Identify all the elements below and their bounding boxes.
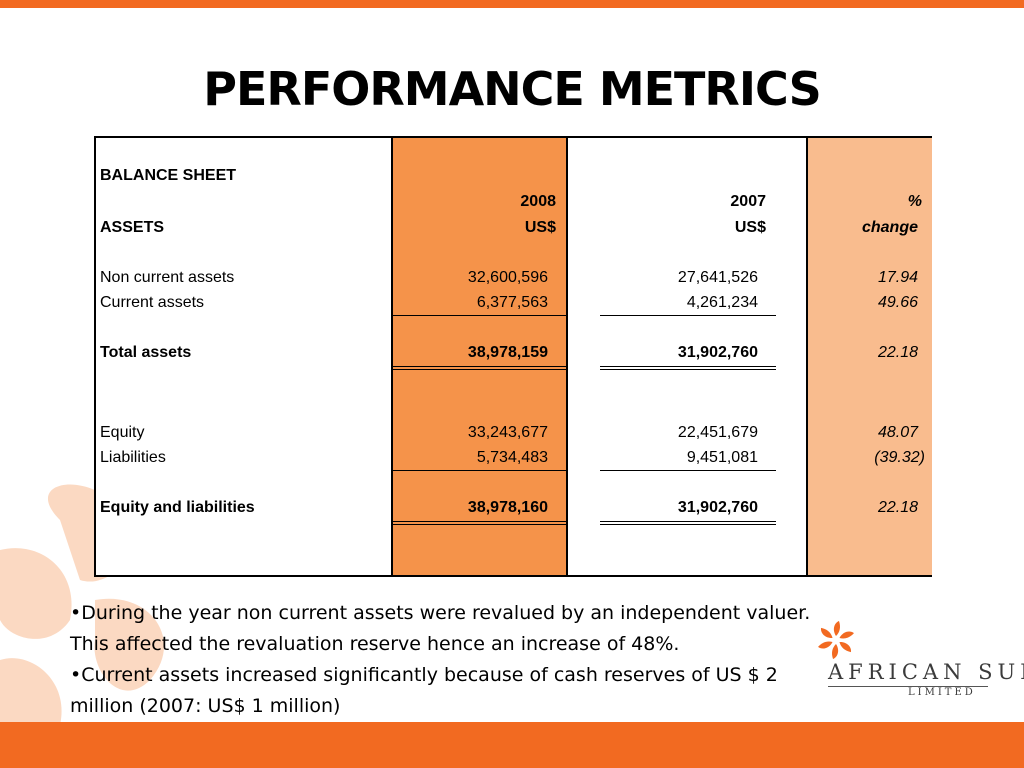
note-line: •Current assets increased significantly … — [70, 664, 778, 686]
row-value-2007: 9,451,081 — [686, 449, 758, 466]
row-value-2008: 38,978,159 — [467, 344, 548, 361]
sun-flower-icon — [818, 621, 854, 659]
row-label-equity-and-liabilities: Equity and liabilities — [100, 499, 255, 516]
column-percent-change — [806, 138, 932, 575]
row-value-2008: 32,600,596 — [467, 269, 548, 286]
subtotal-rule-2007 — [600, 315, 776, 316]
row-value-percent: 49.66 — [877, 294, 918, 311]
row-value-2007: 22,451,679 — [677, 424, 758, 441]
row-label-total-assets: Total assets — [100, 344, 192, 361]
subtotal-rule-2007 — [600, 470, 776, 471]
row-value-percent: 48.07 — [877, 424, 918, 441]
row-value-2008: 5,734,483 — [476, 449, 548, 466]
total-double-rule-2007 — [600, 521, 776, 525]
row-value-percent: 17.94 — [877, 269, 918, 286]
row-label-non-current-assets: Non current assets — [100, 269, 235, 286]
slide-notes: •During the year non current assets were… — [70, 598, 890, 722]
row-value-2008: 33,243,677 — [467, 424, 548, 441]
total-double-rule-2007 — [600, 366, 776, 370]
header-2008-year: 2008 — [520, 193, 556, 210]
row-value-percent: 22.18 — [877, 344, 918, 361]
bottom-accent-bar — [0, 722, 1024, 768]
row-value-2007: 27,641,526 — [677, 269, 758, 286]
column-2008 — [391, 138, 568, 575]
logo-divider — [828, 686, 988, 687]
total-double-rule-2008 — [393, 521, 566, 525]
subtotal-rule-2008 — [393, 315, 566, 316]
row-label-liabilities: Liabilities — [100, 449, 166, 466]
header-percent-symbol: % — [907, 193, 922, 210]
note-line: million (2007: US$ 1 million) — [70, 695, 341, 717]
header-percent-label: change — [861, 219, 918, 236]
row-value-2008: 6,377,563 — [476, 294, 548, 311]
total-double-rule-2008 — [393, 366, 566, 370]
row-value-2007: 4,261,234 — [686, 294, 758, 311]
row-value-2008: 38,978,160 — [467, 499, 548, 516]
row-label-current-assets: Current assets — [100, 294, 205, 311]
note-line: This affected the revaluation reserve he… — [70, 633, 680, 655]
row-value-percent: (39.32) — [874, 449, 925, 466]
row-value-percent: 22.18 — [877, 499, 918, 516]
logo-subtitle: LIMITED — [908, 687, 976, 698]
section-title: BALANCE SHEET — [100, 167, 237, 184]
assets-heading: ASSETS — [100, 219, 165, 236]
balance-sheet-table: BALANCE SHEET 2008 2007 % ASSETS US$ US$… — [94, 136, 932, 577]
subtotal-rule-2008 — [393, 470, 566, 471]
header-2008-unit: US$ — [524, 219, 556, 236]
company-logo: AFRICAN SUN LIMITED — [812, 620, 1024, 702]
row-value-2007: 31,902,760 — [677, 344, 758, 361]
row-value-2007: 31,902,760 — [677, 499, 758, 516]
header-2007-year: 2007 — [730, 193, 766, 210]
top-accent-bar — [0, 0, 1024, 8]
row-label-equity: Equity — [100, 424, 145, 441]
logo-name: AFRICAN SUN — [828, 660, 1024, 684]
header-2007-unit: US$ — [734, 219, 766, 236]
note-line: •During the year non current assets were… — [70, 602, 811, 624]
slide-title: PERFORMANCE METRICS — [203, 62, 821, 116]
